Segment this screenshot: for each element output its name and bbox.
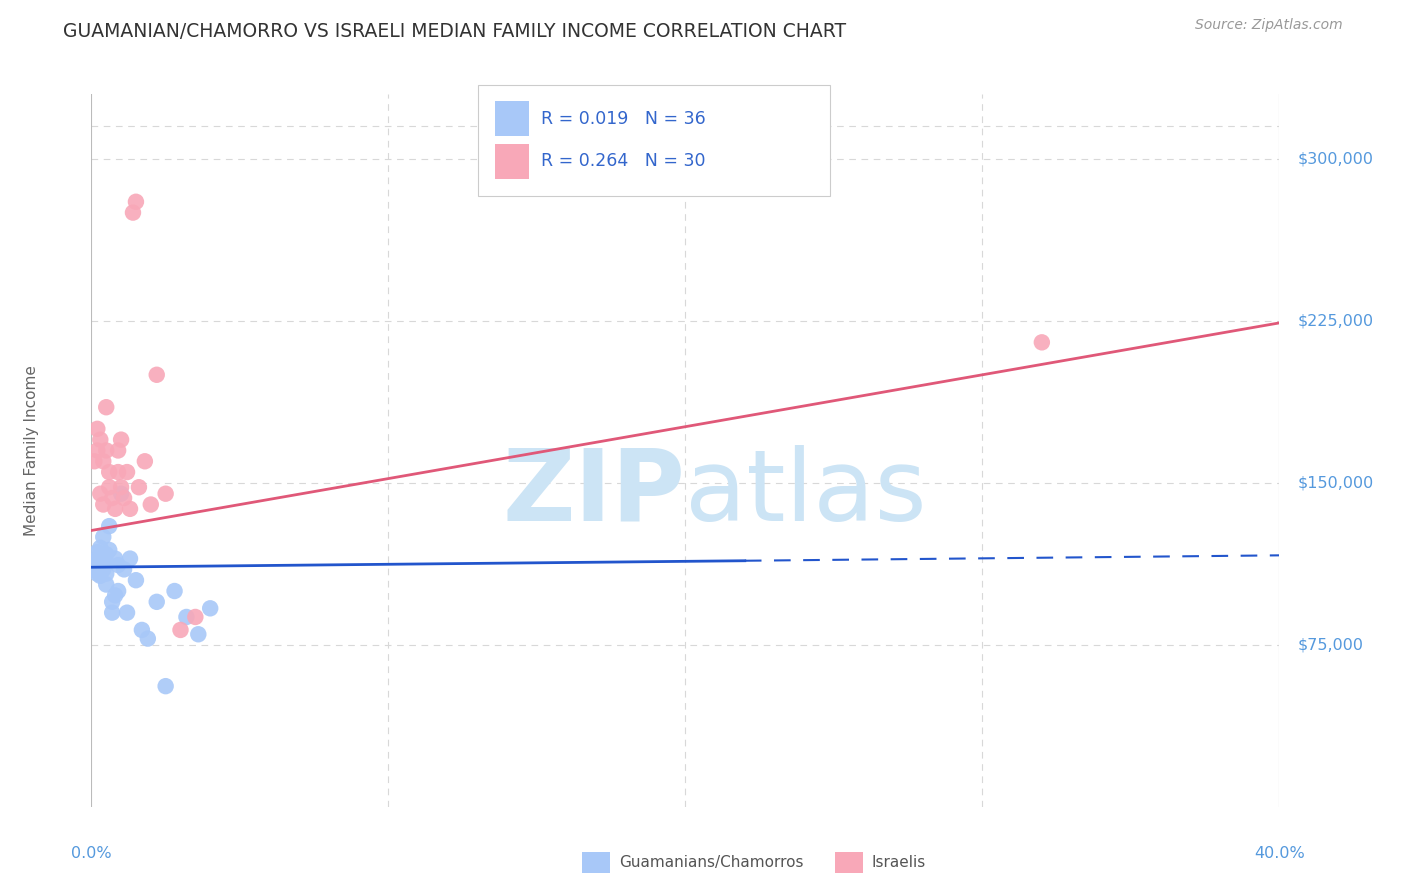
Text: $75,000: $75,000 <box>1298 638 1364 653</box>
Point <box>139 498 162 512</box>
Point <box>89 433 111 447</box>
Point <box>96 566 118 581</box>
Point <box>134 454 156 468</box>
Point <box>1031 335 1053 350</box>
Text: Guamanians/Chamorros: Guamanians/Chamorros <box>619 855 803 870</box>
Point <box>86 422 108 436</box>
Point <box>112 562 135 576</box>
Text: atlas: atlas <box>685 445 927 541</box>
Point <box>145 595 167 609</box>
Point <box>98 543 121 558</box>
Point <box>101 606 124 620</box>
Point <box>115 606 138 620</box>
Text: $225,000: $225,000 <box>1298 313 1374 328</box>
Point <box>89 569 111 583</box>
Point <box>163 584 186 599</box>
Text: 0.0%: 0.0% <box>72 847 111 861</box>
Point <box>96 547 118 561</box>
Point <box>98 519 121 533</box>
Point <box>110 480 132 494</box>
Point <box>104 588 127 602</box>
Point <box>169 623 191 637</box>
Text: Israelis: Israelis <box>872 855 927 870</box>
Point <box>96 401 118 415</box>
Text: Median Family Income: Median Family Income <box>24 365 39 536</box>
Point <box>83 562 105 576</box>
Point <box>110 433 132 447</box>
Point <box>104 501 127 516</box>
Text: $300,000: $300,000 <box>1298 151 1374 166</box>
Point <box>112 491 135 505</box>
Point <box>96 577 118 591</box>
Text: ZIP: ZIP <box>502 445 685 541</box>
Point <box>125 194 148 209</box>
Text: R = 0.019   N = 36: R = 0.019 N = 36 <box>541 110 706 128</box>
Point <box>184 610 207 624</box>
Point <box>107 443 129 458</box>
Point <box>86 551 108 566</box>
Point <box>125 573 148 587</box>
Point <box>101 595 124 609</box>
Point <box>128 480 150 494</box>
Point <box>200 601 222 615</box>
Point <box>155 486 177 500</box>
Point <box>89 547 111 561</box>
Text: 40.0%: 40.0% <box>1254 847 1305 861</box>
Point <box>86 545 108 559</box>
Point <box>155 679 177 693</box>
Point <box>104 551 127 566</box>
Point <box>110 486 132 500</box>
Point <box>187 627 209 641</box>
Text: Source: ZipAtlas.com: Source: ZipAtlas.com <box>1195 18 1343 32</box>
Point <box>107 584 129 599</box>
Point <box>91 454 114 468</box>
Text: GUAMANIAN/CHAMORRO VS ISRAELI MEDIAN FAMILY INCOME CORRELATION CHART: GUAMANIAN/CHAMORRO VS ISRAELI MEDIAN FAM… <box>63 22 846 41</box>
Point <box>122 205 145 219</box>
Point <box>145 368 167 382</box>
Point <box>101 491 124 505</box>
Point <box>89 558 111 572</box>
Point <box>91 556 114 570</box>
Text: R = 0.264   N = 30: R = 0.264 N = 30 <box>541 153 706 170</box>
Point <box>83 454 105 468</box>
Point <box>131 623 153 637</box>
Point <box>107 465 129 479</box>
Point <box>107 558 129 572</box>
Point <box>176 610 198 624</box>
Point <box>91 498 114 512</box>
Point <box>86 443 108 458</box>
Point <box>115 465 138 479</box>
Point <box>91 530 114 544</box>
Point <box>118 501 141 516</box>
Point <box>83 556 105 570</box>
Point <box>98 480 121 494</box>
Point <box>89 486 111 500</box>
Point <box>86 566 108 581</box>
Point <box>136 632 159 646</box>
Text: $150,000: $150,000 <box>1298 475 1374 491</box>
Point <box>96 443 118 458</box>
Point <box>98 465 121 479</box>
Point <box>91 562 114 576</box>
Point <box>89 541 111 555</box>
Point <box>118 551 141 566</box>
